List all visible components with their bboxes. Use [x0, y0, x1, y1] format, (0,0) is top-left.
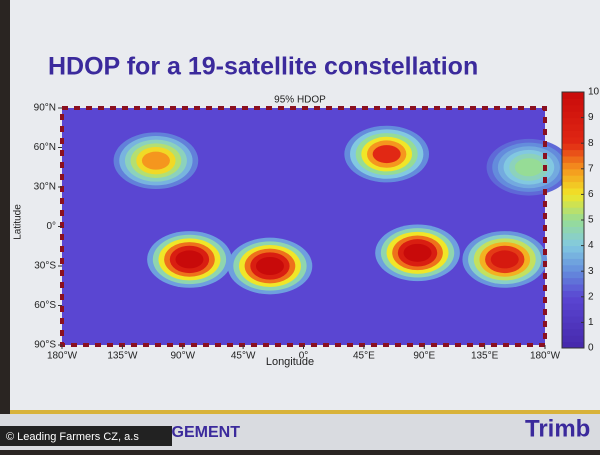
colorbar-segment	[562, 104, 584, 112]
colorbar-tick-label: 0	[588, 343, 594, 354]
y-tick-label: 60°N	[34, 142, 56, 153]
slide-title: HDOP for a 19-satellite constellation	[48, 53, 478, 81]
colorbar-segment	[562, 335, 584, 343]
colorbar-segment	[562, 341, 584, 349]
colorbar-tick-label: 2	[588, 291, 594, 302]
colorbar-segment	[562, 111, 584, 119]
x-tick-label: 180°W	[47, 351, 78, 362]
colorbar-tick-label: 5	[588, 215, 594, 226]
colorbar-segment	[562, 277, 584, 285]
x-tick-label: 135°W	[107, 351, 138, 362]
credit-background	[0, 426, 172, 446]
x-axis-label: Longitude	[266, 356, 314, 368]
colorbar-segment	[562, 309, 584, 317]
colorbar-segment	[562, 213, 584, 221]
y-tick-label: 30°N	[34, 182, 56, 193]
colorbar-segment	[562, 328, 584, 336]
x-tick-label: 45°E	[353, 351, 375, 362]
colorbar-tick-label: 4	[588, 240, 594, 251]
colorbar-segment	[562, 188, 584, 195]
x-tick-label: 90°W	[170, 351, 195, 362]
colorbar-segment	[562, 92, 584, 99]
hotspot	[175, 250, 204, 269]
colorbar-segment	[562, 252, 584, 259]
colorbar-segment	[562, 117, 584, 125]
colorbar-segment	[562, 232, 584, 240]
colorbar-segment	[562, 316, 584, 323]
y-axis-label: Latitude	[13, 204, 24, 240]
colorbar-segment	[562, 194, 584, 202]
colorbar-segment	[562, 264, 584, 272]
footer-section: AGEMENT	[160, 424, 240, 441]
colorbar-segment	[562, 124, 584, 131]
colorbar-segment	[562, 322, 584, 330]
colorbar-segment	[562, 143, 584, 151]
colorbar-tick-label: 7	[588, 163, 594, 174]
hotspot	[514, 158, 543, 177]
hotspot	[403, 243, 432, 262]
colorbar-segment	[562, 239, 584, 247]
hotspot	[372, 145, 401, 164]
colorbar-segment	[562, 245, 584, 253]
y-tick-label: 0°	[46, 221, 56, 232]
colorbar-tick-label: 9	[588, 112, 594, 123]
x-tick-label: 90°E	[413, 351, 435, 362]
x-tick-label: 135°E	[471, 351, 499, 362]
colorbar-segment	[562, 156, 584, 163]
colorbar-tick-label: 1	[588, 317, 594, 328]
colorbar-segment	[562, 296, 584, 304]
y-tick-label: 60°S	[34, 300, 56, 311]
colorbar-segment	[562, 181, 584, 189]
hotspot	[255, 257, 284, 275]
colorbar-segment	[562, 149, 584, 157]
x-tick-label: 0°	[299, 351, 309, 362]
hotspot	[141, 151, 170, 170]
colorbar-segment	[562, 168, 584, 176]
colorbar-segment	[562, 200, 584, 208]
y-tick-label: 30°S	[34, 261, 56, 272]
x-tick-label: 45°W	[231, 351, 256, 362]
colorbar-segment	[562, 162, 584, 170]
colorbar-segment	[562, 226, 584, 234]
colorbar-segment	[562, 98, 584, 106]
colorbar-segment	[562, 136, 584, 144]
colorbar-tick-label: 8	[588, 138, 594, 149]
credit: © Leading Farmers CZ, a.s	[6, 431, 139, 443]
logo-text: Trimb	[525, 415, 590, 442]
colorbar-segment	[562, 271, 584, 279]
colorbar-tick-label: 10	[588, 87, 600, 98]
x-tick-label: 180°W	[530, 351, 561, 362]
colorbar-segment	[562, 258, 584, 266]
colorbar-segment	[562, 303, 584, 311]
colorbar-segment	[562, 130, 584, 138]
colorbar-segment	[562, 175, 584, 183]
colorbar-tick-label: 3	[588, 266, 594, 277]
colorbar-segment	[562, 290, 584, 298]
hotspot	[490, 250, 519, 269]
y-tick-label: 90°S	[34, 340, 56, 351]
chart-title: 95% HDOP	[274, 95, 326, 106]
colorbar-segment	[562, 207, 584, 215]
colorbar-segment	[562, 284, 584, 291]
colorbar-tick-label: 6	[588, 189, 594, 200]
colorbar-segment	[562, 220, 584, 227]
y-tick-label: 90°N	[34, 103, 56, 114]
